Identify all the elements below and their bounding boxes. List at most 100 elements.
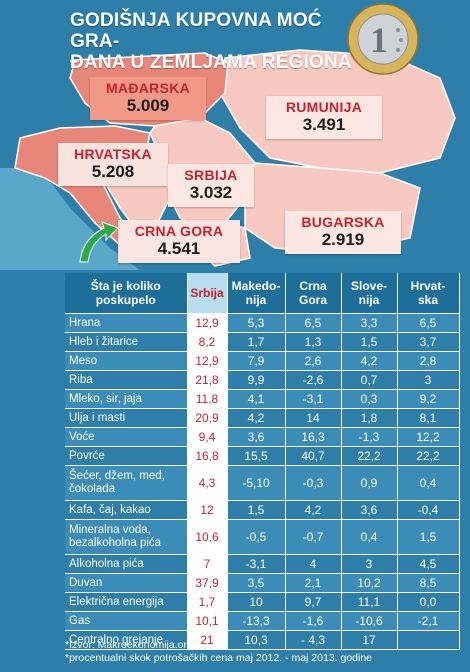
country-value: 3.032 [189,183,233,202]
table-cell: 9,2 [397,389,460,409]
country-value: 4.541 [157,239,201,258]
page-title: GODIŠNJA KUPOVNA MOĆ GRA- ĐANA U ZEMLJAM… [70,10,370,73]
table-row: Gas 10,1 -13,3 -1,6 -10,6 -2,1 [65,611,460,631]
table-row: Voće 9,4 3,6 16,3 -1,3 12,2 [65,427,460,447]
row-label: Riba [65,370,188,390]
row-label: Šećer, džem, med, čokolada [65,465,188,501]
source-note: *Izvor: Makroekonomija.org [65,639,193,651]
table-cell: -10,6 [341,611,398,631]
table-cell: -3,1 [227,554,286,574]
row-label: Mineralna voda, bezalkoholna pića [65,519,188,555]
table-cell: 17 [341,630,398,650]
row-label: Centralno grejanje [65,630,188,650]
table-cell: 10,6 [187,519,228,555]
country-name: HRVATSKA [74,146,152,162]
table-cell: 4,1 [227,389,286,409]
table-cell: 3,5 [227,573,286,593]
row-label: Električna energija [65,592,188,612]
table-row: Hleb i žitarice 8,2 1,7 1,3 1,5 3,7 [65,332,460,352]
table-cell: 6,5 [397,313,460,333]
table-cell: 12,9 [187,351,228,371]
row-label: Meso [65,351,188,371]
country-label-montenegro: CRNA GORA 4.541 [118,220,240,263]
period-note: *procentualni skok potrošačkih cena maj … [65,652,373,664]
table-cell: 10,2 [341,573,398,593]
header-text-line: Šta je koliko [90,279,161,293]
country-name: BUGARSKA [301,214,385,230]
table-cell: 0,7 [341,370,398,390]
table-row: Ulja i masti 20,9 4,2 14 1,8 8,1 [65,408,460,428]
row-label: Kafa, čaj, kakao [65,500,188,520]
table-row: Hrana 12,9 5,3 6,5 3,3 6,5 [65,313,460,333]
table-cell: 16,3 [285,427,342,447]
row-label: Mleko, sir, jaja [65,389,188,409]
table-cell: 8,1 [397,408,460,428]
table-cell: 15,5 [227,446,286,466]
table-cell: 4,5 [397,554,460,574]
table-cell: 10,1 [187,611,228,631]
table-cell: -2,1 [397,611,460,631]
table-cell: 9,7 [285,592,342,612]
table-cell: 4 [285,554,342,574]
table-cell: 9,9 [227,370,286,390]
table-cell: 2,6 [285,351,342,371]
header-text-line: nija [358,293,380,307]
table-cell: -0,4 [397,500,460,520]
table-body: Hrana 12,9 5,3 6,5 3,3 6,5 Hleb i žitarice 8,2 1… [65,313,460,650]
footer-notes: *Izvor: Makroekonomija.org *procentualni… [65,639,465,665]
country-name: MAĐARSKA [105,80,191,96]
table-cell: 4,2 [341,351,398,371]
table-cell: -0,3 [285,465,342,501]
table-cell: 16,8 [187,446,228,466]
title-line-2: ĐANA U ZEMLJAMA REGIONA [70,52,352,73]
table-cell: 1,8 [341,408,398,428]
table-cell: 2,1 [285,573,342,593]
country-value: 2.919 [321,230,365,249]
table-cell: 0,0 [397,592,460,612]
header-text-line: Hrvat- [410,279,446,293]
table-cell: - 4,3 [285,630,342,650]
table-cell: -13,3 [227,611,286,631]
table-cell: 9,4 [187,427,228,447]
country-value: 5.208 [91,162,135,181]
table-cell: 4,2 [227,408,286,428]
country-label-croatia: HRVATSKA 5.208 [58,143,168,186]
country-label-bulgaria: BUGARSKA 2.919 [285,211,401,254]
table-cell: 12,9 [187,313,228,333]
table-cell: -5,10 [227,465,286,501]
table-cell: 3,7 [397,332,460,352]
table-row: Povrće 16,8 15,5 40,7 22,2 22,2 [65,446,460,466]
table-cell: 0,4 [397,465,460,501]
table-cell: 3 [341,554,398,574]
country-value: 3.491 [302,115,346,134]
table-cell: 10,3 [227,630,286,650]
row-label: Ulja i masti [65,408,188,428]
header-text-line: Srbija [190,286,224,300]
table-cell: -0,7 [285,519,342,555]
table-cell: 3,6 [341,500,398,520]
table-cell: 8,2 [187,332,228,352]
header-text-line: nija [245,293,267,307]
table-row: Mineralna voda, bezalkoholna pića 10,6 -0,5… [65,519,460,555]
table-cell: 12 [187,500,228,520]
header-text-line: ska [417,293,439,307]
table-cell: 20,9 [187,408,228,428]
table-cell: 2,8 [397,351,460,371]
column-header-macedonia: Makedo-nija [227,273,286,314]
table-row: Meso 12,9 7,9 2,6 4,2 2,8 [65,351,460,371]
table-cell: 1,5 [397,519,460,555]
row-label: Povrće [65,446,188,466]
row-label: Gas [65,611,188,631]
table-cell: 21 [187,630,228,650]
table-cell: 11,8 [187,389,228,409]
euro-coin-icon: 1 [347,3,419,75]
country-label-romania: RUMUNIJA 3.491 [266,96,382,139]
column-header-item: Šta je koliko poskupelo [65,273,188,314]
column-header-croatia: Hrvat-ska [397,273,460,314]
table-cell: 37,9 [187,573,228,593]
header-text-line: Makedo- [231,279,281,293]
table-cell: 7,9 [227,351,286,371]
table-row: Centralno grejanje 21 10,3- 4,3 17 [65,630,460,650]
table-row: Alkoholna pića 7 -3,1 4 3 4,5 [65,554,460,574]
